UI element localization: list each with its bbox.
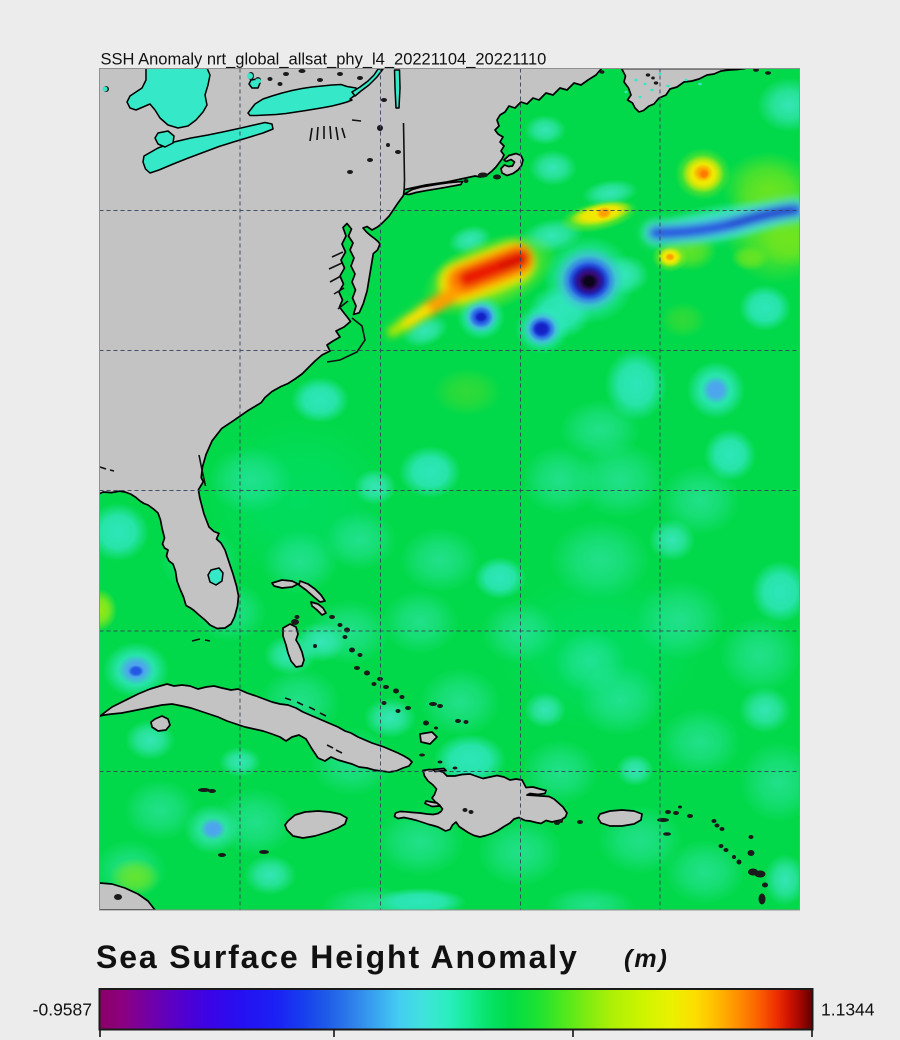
svg-text:SSH Anomaly nrt_global_allsat_: SSH Anomaly nrt_global_allsat_phy_l4_202… — [101, 51, 547, 69]
svg-text:(m): (m) — [624, 945, 669, 973]
svg-text:-0.9587: -0.9587 — [33, 1000, 92, 1020]
svg-text:Sea Surface Height Anomaly: Sea Surface Height Anomaly — [96, 939, 579, 975]
svg-text:1.1344: 1.1344 — [821, 1000, 875, 1020]
